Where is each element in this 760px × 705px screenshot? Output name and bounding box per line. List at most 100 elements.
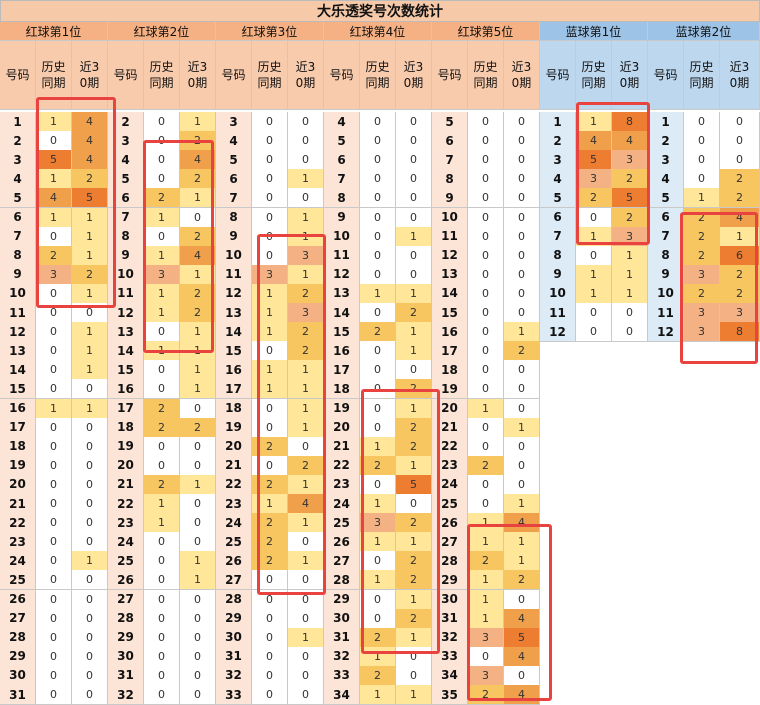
ball-number: 27 bbox=[0, 608, 36, 629]
recent-count: 1 bbox=[288, 379, 324, 400]
recent-count: 2 bbox=[180, 283, 216, 304]
ball-number: 15 bbox=[0, 379, 36, 400]
ball-number: 32 bbox=[324, 646, 360, 667]
recent-count: 0 bbox=[72, 646, 108, 667]
history-count: 0 bbox=[36, 532, 72, 553]
subheader-history: 历史 同期 bbox=[252, 41, 288, 110]
history-count: 0 bbox=[576, 322, 612, 343]
ball-number: 7 bbox=[432, 150, 468, 171]
ball-number: 10 bbox=[432, 207, 468, 228]
history-count: 2 bbox=[468, 685, 504, 705]
recent-count: 1 bbox=[288, 474, 324, 495]
ball-number: 6 bbox=[324, 150, 360, 171]
recent-count: 4 bbox=[72, 131, 108, 152]
history-count: 2 bbox=[144, 417, 180, 438]
subheader-history: 历史 同期 bbox=[36, 41, 72, 110]
ball-number: 14 bbox=[324, 303, 360, 323]
recent-count: 4 bbox=[72, 150, 108, 171]
ball-number: 27 bbox=[216, 570, 252, 591]
history-count: 3 bbox=[684, 264, 720, 285]
ball-number: 5 bbox=[540, 188, 576, 209]
history-count: 0 bbox=[684, 131, 720, 152]
history-count: 0 bbox=[252, 570, 288, 591]
recent-count: 0 bbox=[396, 131, 432, 152]
recent-count: 4 bbox=[612, 131, 648, 152]
history-count: 1 bbox=[36, 398, 72, 419]
history-count: 0 bbox=[252, 169, 288, 190]
subheader-recent: 近3 0期 bbox=[720, 41, 760, 110]
group-header-1: 红球第1位 bbox=[0, 22, 108, 41]
recent-count: 0 bbox=[180, 685, 216, 705]
ball-number: 26 bbox=[108, 570, 144, 591]
ball-number: 31 bbox=[216, 646, 252, 667]
subheader-number: 号码 bbox=[432, 41, 468, 110]
recent-count: 0 bbox=[288, 685, 324, 705]
recent-count: 1 bbox=[288, 551, 324, 572]
ball-number: 6 bbox=[108, 188, 144, 209]
recent-count: 0 bbox=[180, 455, 216, 476]
history-count: 1 bbox=[360, 685, 396, 705]
ball-number: 18 bbox=[0, 436, 36, 457]
history-count: 2 bbox=[684, 245, 720, 266]
subheader-history: 历史 同期 bbox=[684, 41, 720, 110]
history-count: 0 bbox=[360, 341, 396, 362]
history-count: 0 bbox=[360, 245, 396, 266]
ball-number: 29 bbox=[324, 589, 360, 610]
history-count: 0 bbox=[468, 264, 504, 285]
recent-count: 0 bbox=[72, 436, 108, 457]
history-count: 2 bbox=[144, 474, 180, 495]
history-count: 1 bbox=[360, 646, 396, 667]
recent-count: 3 bbox=[612, 150, 648, 171]
ball-number: 27 bbox=[108, 589, 144, 610]
recent-count: 1 bbox=[396, 589, 432, 610]
subheader-recent: 近3 0期 bbox=[612, 41, 648, 110]
recent-count: 2 bbox=[396, 379, 432, 400]
history-count: 2 bbox=[144, 188, 180, 209]
ball-number: 10 bbox=[648, 283, 684, 304]
ball-number: 11 bbox=[540, 303, 576, 323]
recent-count: 2 bbox=[396, 570, 432, 591]
history-count: 0 bbox=[144, 112, 180, 132]
recent-count: 1 bbox=[288, 417, 324, 438]
history-count: 3 bbox=[576, 169, 612, 190]
recent-count: 1 bbox=[396, 283, 432, 304]
ball-number: 8 bbox=[432, 169, 468, 190]
recent-count: 1 bbox=[612, 245, 648, 266]
history-count: 0 bbox=[36, 589, 72, 610]
ball-number: 11 bbox=[324, 245, 360, 266]
history-count: 1 bbox=[252, 494, 288, 514]
group-header-4: 红球第4位 bbox=[324, 22, 432, 41]
history-count: 0 bbox=[144, 570, 180, 591]
history-count: 5 bbox=[36, 150, 72, 171]
ball-number: 14 bbox=[0, 360, 36, 381]
history-count: 0 bbox=[252, 455, 288, 476]
history-count: 1 bbox=[576, 264, 612, 285]
history-count: 3 bbox=[360, 513, 396, 534]
recent-count: 0 bbox=[504, 283, 540, 304]
ball-number: 10 bbox=[108, 264, 144, 285]
history-count: 0 bbox=[36, 360, 72, 381]
ball-number: 31 bbox=[0, 685, 36, 705]
ball-number: 33 bbox=[324, 665, 360, 686]
history-count: 1 bbox=[576, 226, 612, 247]
ball-number: 11 bbox=[0, 303, 36, 323]
recent-count: 0 bbox=[288, 608, 324, 629]
recent-count: 2 bbox=[612, 207, 648, 228]
subheader-recent: 近3 0期 bbox=[288, 41, 324, 110]
history-count: 0 bbox=[36, 341, 72, 362]
recent-count: 4 bbox=[504, 646, 540, 667]
recent-count: 4 bbox=[504, 685, 540, 705]
ball-number: 29 bbox=[108, 627, 144, 648]
recent-count: 1 bbox=[288, 169, 324, 190]
ball-number: 13 bbox=[0, 341, 36, 362]
history-count: 2 bbox=[684, 226, 720, 247]
recent-count: 0 bbox=[504, 455, 540, 476]
recent-count: 2 bbox=[396, 417, 432, 438]
history-count: 0 bbox=[144, 150, 180, 171]
ball-number: 4 bbox=[216, 131, 252, 152]
recent-count: 0 bbox=[288, 646, 324, 667]
history-count: 0 bbox=[468, 226, 504, 247]
recent-count: 0 bbox=[396, 245, 432, 266]
history-count: 3 bbox=[252, 264, 288, 285]
recent-count: 2 bbox=[180, 169, 216, 190]
